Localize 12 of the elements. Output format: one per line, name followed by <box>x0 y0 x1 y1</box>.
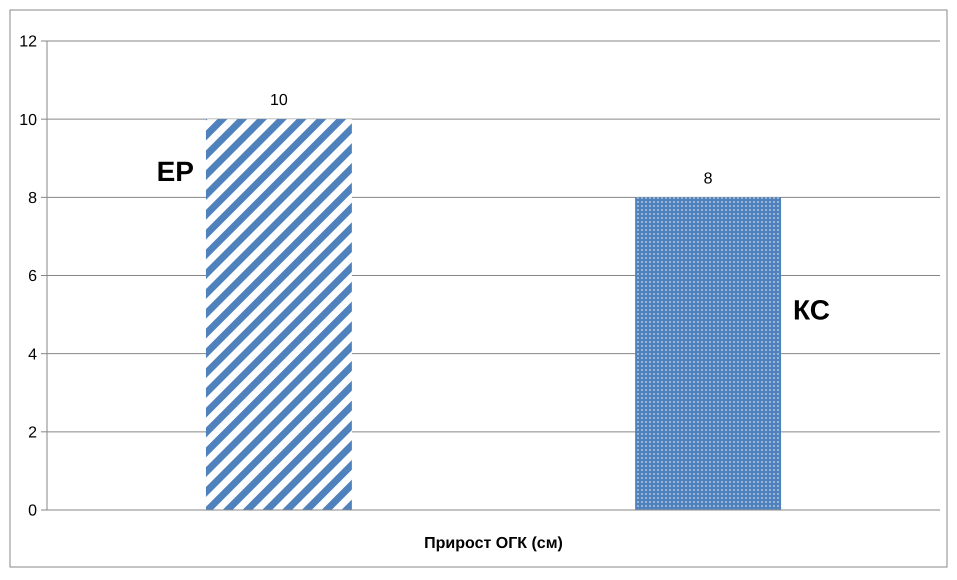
data-label: 8 <box>704 170 713 188</box>
y-tick-label: 10 <box>19 112 38 129</box>
series-label: КС <box>793 294 830 326</box>
y-tick-label: 8 <box>28 190 38 207</box>
series-label: ЕР <box>156 156 194 188</box>
y-tick-label: 4 <box>28 346 38 364</box>
data-label: 10 <box>270 92 288 110</box>
y-tick-label: 0 <box>28 502 38 520</box>
x-tick-label: Прирост ОГК (см) <box>424 535 563 552</box>
y-tick-label: 2 <box>28 424 38 442</box>
y-tick-label: 6 <box>28 268 38 286</box>
y-tick-label: 12 <box>19 34 38 51</box>
